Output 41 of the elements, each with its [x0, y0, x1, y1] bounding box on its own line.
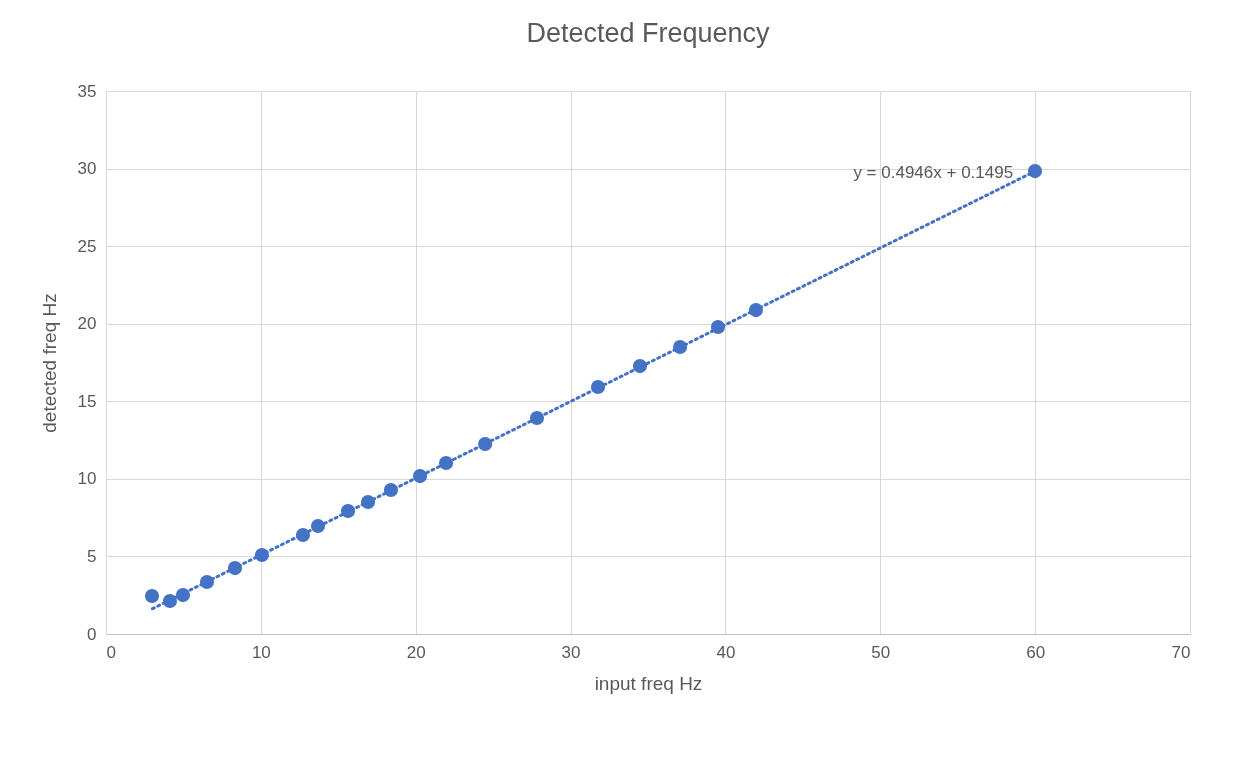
point	[199, 574, 215, 590]
point	[672, 339, 688, 355]
x-tick-label: 10	[251, 642, 271, 662]
point	[383, 482, 399, 498]
y-axis-title: detected freq Hz	[38, 293, 60, 433]
point	[412, 469, 428, 484]
y-tick-label: 30	[77, 159, 97, 179]
x-tick-label: 60	[1026, 642, 1046, 662]
x-tick-label: 40	[716, 642, 736, 662]
point	[478, 436, 493, 452]
y-tick-label: 20	[77, 314, 97, 334]
point	[529, 410, 545, 426]
y-tick-label: 5	[87, 546, 97, 566]
y-tick-label: 10	[77, 469, 97, 489]
x-tick-label: 30	[561, 642, 581, 662]
y-tick-label: 0	[87, 624, 97, 644]
x-tick-label: 50	[871, 642, 891, 662]
y-tick-label: 15	[77, 391, 97, 411]
point	[162, 593, 178, 609]
point	[340, 503, 356, 519]
y-tick-label: 35	[77, 81, 97, 101]
point	[590, 379, 606, 395]
x-tick-label: 20	[406, 642, 426, 662]
point	[227, 561, 243, 576]
point	[144, 588, 160, 604]
point	[748, 303, 764, 318]
point	[295, 527, 311, 543]
point	[632, 359, 648, 374]
x-tick-label: 70	[1171, 642, 1191, 662]
point	[439, 455, 454, 471]
annotation: y = 0.4946x + 0.1495	[853, 163, 1014, 183]
chart-title: Detected Frequency	[526, 18, 771, 48]
x-axis-title: input freq Hz	[594, 672, 703, 694]
point	[1027, 164, 1043, 179]
point	[310, 518, 326, 534]
point	[175, 588, 191, 603]
x-tick-label: 0	[106, 642, 116, 662]
point	[254, 547, 270, 563]
point	[710, 319, 726, 335]
point	[360, 494, 376, 510]
y-tick-label: 25	[77, 236, 97, 256]
